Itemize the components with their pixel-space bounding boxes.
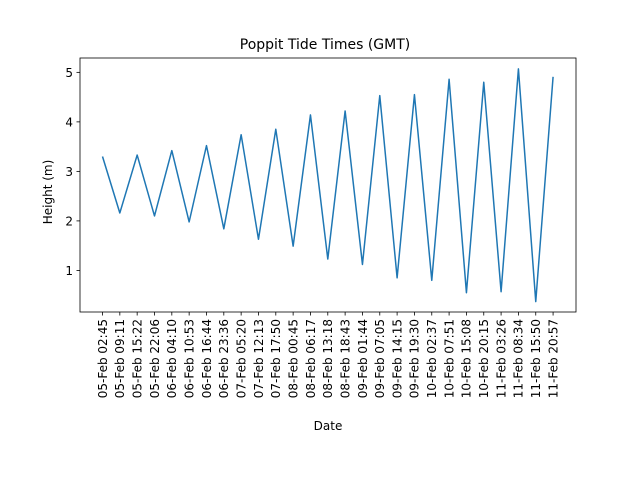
plot-area: 1 2 3 4 5 05-Feb 02:45 05-Feb 09:11 05-Feb 15:2… (65, 57, 577, 398)
data-point (413, 94, 415, 96)
x-tick-label: 06-Feb 23:36 (217, 319, 231, 398)
data-point (171, 150, 173, 152)
x-tick-label: 09-Feb 01:44 (356, 319, 370, 398)
x-tick-label: 05-Feb 15:22 (130, 319, 144, 398)
data-point (205, 145, 207, 147)
data-point (257, 238, 259, 240)
data-point (275, 128, 277, 130)
x-tick-label: 08-Feb 06:17 (304, 319, 318, 398)
x-tick-label: 07-Feb 17:50 (269, 319, 283, 398)
x-tick-label: 05-Feb 02:45 (96, 319, 110, 398)
data-point (379, 95, 381, 97)
data-point (535, 301, 537, 303)
data-point (465, 292, 467, 294)
x-tick-label: 11-Feb 08:34 (512, 319, 526, 398)
data-point (188, 221, 190, 223)
y-tick-label: 1 (65, 264, 73, 278)
y-tick-label: 4 (65, 115, 73, 129)
x-tick-label: 07-Feb 05:20 (234, 319, 248, 398)
y-axis-label: Height (m) (41, 160, 55, 225)
chart-title: Poppit Tide Times (GMT) (240, 37, 410, 53)
x-tick-label: 11-Feb 20:57 (546, 319, 560, 398)
x-tick-label: 10-Feb 02:37 (425, 319, 439, 398)
data-point (552, 76, 554, 78)
y-tick-label: 2 (65, 214, 73, 228)
x-tick-label: 05-Feb 09:11 (113, 319, 127, 398)
x-tick-label: 06-Feb 10:53 (182, 319, 196, 398)
data-point (344, 110, 346, 112)
data-point (153, 215, 155, 217)
x-tick-label: 11-Feb 15:50 (529, 319, 543, 398)
data-point (361, 263, 363, 265)
x-tick-label: 08-Feb 00:45 (286, 319, 300, 398)
tide-height-line (101, 68, 554, 303)
x-tick-label: 09-Feb 19:30 (408, 319, 422, 398)
data-point (517, 68, 519, 70)
x-tick-label: 11-Feb 03:26 (494, 319, 508, 398)
x-tick-label: 05-Feb 22:06 (148, 319, 162, 398)
data-point (292, 245, 294, 247)
x-tick-label: 08-Feb 18:43 (338, 319, 352, 398)
x-tick-label: 10-Feb 07:51 (442, 319, 456, 398)
data-point (396, 277, 398, 279)
data-point (431, 279, 433, 281)
x-tick-label: 10-Feb 15:08 (460, 319, 474, 398)
data-point (102, 156, 104, 158)
x-tick-label: 06-Feb 16:44 (200, 319, 214, 398)
x-axis-label: Date (314, 419, 343, 433)
x-tick-label: 09-Feb 07:05 (373, 319, 387, 398)
data-point (223, 228, 225, 230)
x-tick-label: 08-Feb 13:18 (321, 319, 335, 398)
x-tick-label: 06-Feb 04:10 (165, 319, 179, 398)
x-tick-label: 07-Feb 12:13 (252, 319, 266, 398)
y-tick-label: 5 (65, 66, 73, 80)
x-tick-label: 10-Feb 20:15 (477, 319, 491, 398)
x-tick-label: 09-Feb 14:15 (390, 319, 404, 398)
data-point (240, 134, 242, 136)
data-point (309, 114, 311, 116)
data-point (448, 78, 450, 80)
data-point (500, 291, 502, 293)
y-tick-label: 3 (65, 165, 73, 179)
data-point (119, 212, 121, 214)
data-point (136, 154, 138, 156)
data-point (327, 258, 329, 260)
data-point (483, 81, 485, 83)
